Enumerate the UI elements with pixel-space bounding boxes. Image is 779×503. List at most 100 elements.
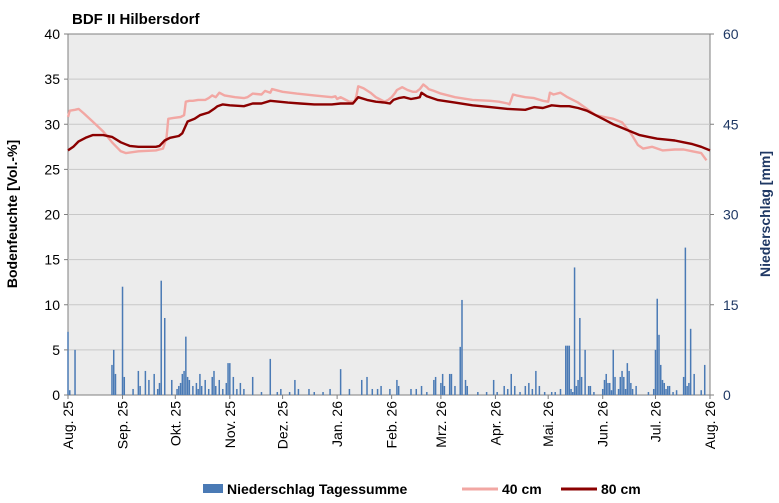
precipitation-bar [617, 388, 620, 395]
series-line-40-cm [66, 83, 708, 162]
precipitation-bar [371, 388, 374, 395]
precipitation-bar [176, 388, 178, 395]
precipitation-bar [688, 382, 690, 395]
y-left-tick-label: 15 [44, 252, 60, 268]
precipitation-bar [619, 376, 622, 395]
precipitation-bar [297, 388, 300, 395]
precipitation-bar [389, 388, 391, 395]
precipitation-bar [410, 388, 412, 395]
legend-swatch-niederschlag [203, 484, 223, 493]
precipitation-bar [559, 388, 562, 395]
precipitation-bar [376, 388, 379, 395]
precipitation-bar [607, 382, 609, 395]
precipitation-bar [589, 385, 592, 395]
precipitation-bar [531, 388, 534, 395]
legend-label-niederschlag: Niederschlag Tagessumme [227, 481, 407, 497]
precipitation-bar [700, 390, 702, 395]
precipitation-bar [652, 388, 655, 395]
precipitation-bar [204, 379, 206, 395]
x-tick-label: Dez. 25 [275, 401, 291, 449]
precipitation-bar [360, 379, 363, 395]
precipitation-bar [658, 334, 660, 395]
y-left-tick-label: 10 [44, 297, 60, 313]
x-tick-label: Aug. 26 [702, 401, 718, 449]
precipitation-bar [69, 390, 71, 395]
precipitation-bar [222, 388, 224, 395]
precipitation-bar [207, 388, 210, 395]
precipitation-bar [199, 373, 201, 395]
precipitation-bar [121, 286, 124, 395]
precipitation-bar [510, 373, 512, 395]
x-tick-label: Okt. 25 [167, 401, 183, 446]
precipitation-bar [647, 391, 650, 395]
precipitation-bar [426, 391, 428, 395]
precipitation-bar [200, 385, 203, 395]
y-left-tick-label: 40 [44, 26, 60, 42]
precipitation-bar [440, 382, 442, 395]
precipitation-bar [601, 388, 604, 395]
precipitation-bar [156, 388, 159, 395]
precipitation-bar [183, 370, 185, 395]
precipitation-bar [654, 349, 657, 395]
precipitation-bar [433, 379, 435, 395]
precipitation-bar [114, 373, 117, 395]
x-tick-label: Feb. 26 [384, 401, 400, 449]
precipitation-bar [211, 376, 213, 395]
precipitation-bar [603, 379, 606, 395]
precipitation-bar [443, 385, 446, 395]
precipitation-bar [496, 391, 498, 395]
precipitation-bar [587, 385, 590, 395]
precipitation-bar [448, 373, 451, 395]
precipitation-bar [280, 388, 282, 395]
y-left-tick-label: 25 [44, 161, 60, 177]
precipitation-bar [123, 376, 126, 395]
precipitation-bar [528, 382, 530, 395]
precipitation-bar [276, 391, 279, 395]
precipitation-bar [137, 370, 140, 395]
grid-lines [68, 78, 710, 351]
precipitation-bar [566, 345, 569, 395]
legend-label-40cm: 40 cm [502, 481, 542, 497]
x-tick-label: Apr. 26 [487, 401, 503, 446]
precipitation-bar [575, 385, 578, 395]
precipitation-bar [626, 363, 629, 395]
precipitation-bar [543, 391, 546, 395]
precipitation-bar [684, 247, 687, 395]
precipitation-bar [660, 364, 662, 395]
precipitation-bar [593, 391, 595, 395]
precipitation-bar [441, 373, 444, 395]
y-right-tick-label: 60 [723, 26, 739, 42]
precipitation-bar [339, 369, 342, 395]
precipitation-bar [550, 391, 553, 395]
precipitation-bar [236, 388, 238, 395]
precipitation-bar [621, 370, 623, 395]
precipitation-bar [686, 385, 688, 395]
precipitation-bar [158, 382, 161, 395]
precipitation-bar [535, 370, 537, 395]
precipitation-bar [288, 391, 291, 395]
precipitation-bar [573, 267, 576, 395]
precipitation-bar [313, 391, 315, 395]
precipitation-bar [675, 390, 678, 395]
precipitation-bar [568, 345, 571, 395]
precipitation-bar [623, 376, 625, 395]
y-right-tick-label: 0 [723, 387, 731, 403]
precipitation-bar [628, 370, 630, 395]
precipitation-bar [672, 391, 674, 395]
precipitation-bar [608, 382, 611, 395]
moisture-lines [66, 83, 711, 162]
precipitation-bar [503, 385, 505, 395]
precipitation-bar [689, 328, 692, 395]
y-left-tick-label: 20 [44, 207, 60, 223]
precipitation-bar [477, 391, 479, 395]
precipitation-bar [366, 376, 368, 395]
precipitation-bar [213, 370, 215, 395]
precipitation-bar [160, 280, 162, 395]
precipitation-bar [239, 382, 242, 395]
precipitation-bar [682, 376, 685, 395]
y-right-tick-label: 45 [723, 116, 739, 132]
series-line-80-cm [67, 91, 711, 152]
precipitation-bar [243, 388, 245, 395]
precipitation-bar [322, 391, 324, 395]
precipitation-bar [67, 331, 69, 395]
